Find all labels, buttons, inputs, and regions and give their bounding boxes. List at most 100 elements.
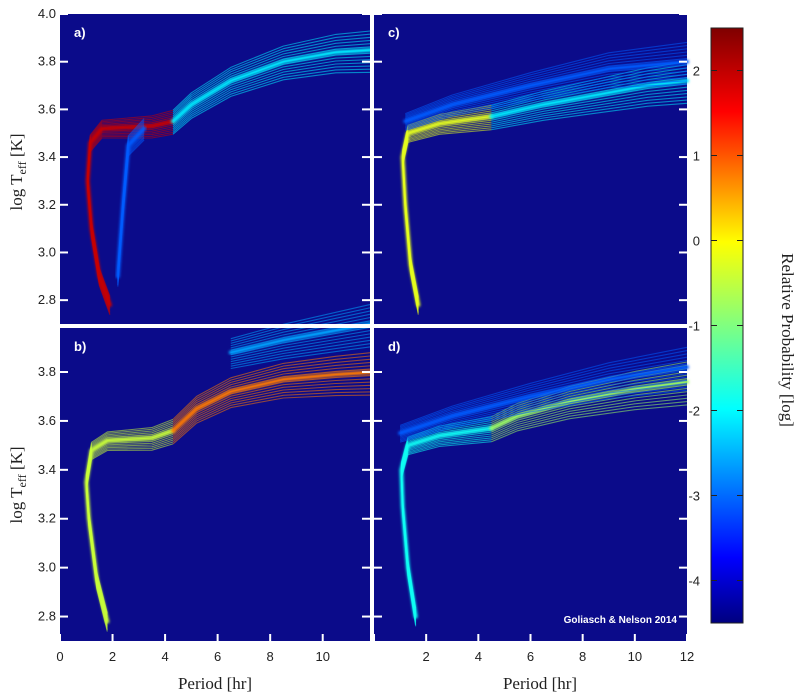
y-tick-label: 3.0 bbox=[38, 560, 56, 575]
track-strand bbox=[405, 77, 688, 129]
panel-c: c) bbox=[374, 13, 689, 324]
y-tick-label: 3.4 bbox=[38, 462, 56, 477]
colorbar-tick-label: -2 bbox=[688, 404, 700, 419]
track-strand bbox=[172, 361, 376, 426]
track-strand bbox=[399, 386, 688, 442]
panel-label: a) bbox=[74, 25, 86, 40]
y-tick-label: 3.2 bbox=[38, 511, 56, 526]
track-strand bbox=[405, 45, 688, 116]
x-tick-label: 12 bbox=[680, 649, 694, 664]
track-strand bbox=[405, 70, 688, 126]
track-strand bbox=[405, 83, 688, 131]
track-strand bbox=[405, 80, 688, 130]
track-strand bbox=[230, 325, 376, 356]
track-strand bbox=[230, 302, 376, 340]
track-strand bbox=[172, 71, 376, 135]
track-strand bbox=[172, 33, 376, 113]
x-tick-label: 10 bbox=[628, 649, 642, 664]
track-strand bbox=[230, 319, 376, 351]
track-strand bbox=[230, 329, 376, 358]
track-strand bbox=[491, 86, 688, 121]
track-strand bbox=[491, 387, 688, 433]
x-tick-label: 8 bbox=[267, 649, 274, 664]
track-strand bbox=[491, 96, 688, 127]
track-strand bbox=[230, 335, 376, 363]
track-strand bbox=[491, 404, 688, 443]
panel-label: b) bbox=[74, 339, 86, 354]
track-strand bbox=[172, 29, 376, 111]
y-tick-label: 3.4 bbox=[38, 149, 56, 164]
track-core bbox=[489, 78, 689, 119]
track-strand bbox=[172, 55, 376, 126]
track-core bbox=[398, 365, 689, 436]
x-tick-label: 4 bbox=[475, 649, 482, 664]
track-strand bbox=[491, 401, 688, 441]
colorbar-tick-label: -4 bbox=[688, 574, 700, 589]
x-tick-label: 4 bbox=[161, 649, 168, 664]
track-strand bbox=[491, 99, 688, 129]
x-tick-label: 2 bbox=[423, 649, 430, 664]
y-tick-label: 4.0 bbox=[38, 6, 56, 21]
x-tick-label: 0 bbox=[56, 649, 63, 664]
track-strand bbox=[405, 48, 688, 117]
x-tick-label: 2 bbox=[109, 649, 116, 664]
y-tick-label: 3.8 bbox=[38, 364, 56, 379]
track-strand bbox=[491, 397, 688, 439]
track-strand bbox=[399, 353, 688, 429]
track-strand bbox=[405, 67, 688, 125]
track-strand bbox=[172, 381, 376, 437]
plot-background bbox=[60, 14, 370, 324]
track-core bbox=[84, 428, 175, 624]
x-tick-label: 6 bbox=[214, 649, 221, 664]
track-strand bbox=[172, 62, 376, 130]
track-strand bbox=[172, 364, 376, 428]
track-strand bbox=[491, 83, 688, 119]
track-strand bbox=[491, 89, 688, 123]
colorbar-tick-label: 1 bbox=[693, 149, 700, 164]
track-strand bbox=[491, 76, 688, 116]
y-tick-label: 2.8 bbox=[38, 292, 56, 307]
plot-background bbox=[60, 328, 370, 641]
track-strand bbox=[405, 41, 688, 115]
track-strand bbox=[399, 359, 688, 432]
track-strand bbox=[230, 345, 376, 370]
panel-d: 2 4 6 8 10 12 d) bbox=[373, 328, 694, 664]
track-strand bbox=[399, 383, 688, 441]
track-strand bbox=[230, 342, 376, 367]
track-strand bbox=[172, 391, 376, 443]
track-strand bbox=[491, 102, 688, 131]
track-strand bbox=[399, 356, 688, 430]
y-axis-label-top: log Teff [K] bbox=[7, 133, 29, 210]
track-strand bbox=[172, 378, 376, 435]
track-core bbox=[489, 379, 689, 431]
y-axis-label-bottom: log Teff [K] bbox=[7, 446, 29, 523]
track-strand bbox=[230, 309, 376, 344]
track-core bbox=[115, 126, 147, 279]
track-strand bbox=[172, 358, 376, 424]
panel-b: 3.8 3.6 3.4 3.2 3.0 2.8 0 2 4 6 8 10 b) bbox=[38, 302, 378, 664]
track-strand bbox=[405, 51, 688, 118]
track-core bbox=[171, 47, 378, 124]
track-strand bbox=[230, 339, 376, 365]
track-strand bbox=[172, 36, 376, 115]
track-strand bbox=[399, 376, 688, 438]
x-axis-label-left: Period [hr] bbox=[178, 674, 252, 693]
panel-label: c) bbox=[388, 25, 400, 40]
y-tick-label: 3.8 bbox=[38, 54, 56, 69]
x-tick-label: 6 bbox=[527, 649, 534, 664]
track-strand bbox=[399, 389, 688, 443]
colorbar-tick-label: -1 bbox=[688, 319, 700, 334]
colorbar-tick-label: 0 bbox=[693, 234, 700, 249]
track-strand bbox=[172, 68, 376, 133]
track-strand bbox=[172, 39, 376, 117]
track-strand bbox=[230, 332, 376, 360]
track-strand bbox=[172, 65, 376, 131]
track-strand bbox=[230, 315, 376, 349]
x-axis-label-right: Period [hr] bbox=[503, 674, 577, 693]
track-strand bbox=[405, 54, 688, 120]
track-strand bbox=[172, 58, 376, 128]
track-strand bbox=[172, 387, 376, 441]
panel-a: 4.0 3.8 3.6 3.4 3.2 3.0 2.8 a) bbox=[38, 6, 378, 324]
track-strand bbox=[399, 350, 688, 428]
